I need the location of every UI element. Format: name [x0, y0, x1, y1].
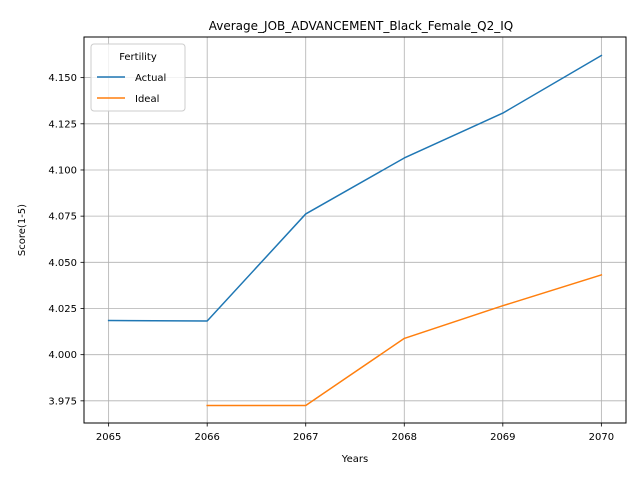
legend-title: Fertility — [119, 52, 157, 63]
y-tick-label: 4.000 — [48, 350, 77, 361]
y-tick-label: 4.050 — [48, 258, 77, 269]
y-tick-label: 3.975 — [48, 396, 77, 407]
y-tick-label: 4.075 — [48, 212, 77, 223]
legend: Fertility Actual Ideal — [90, 43, 186, 112]
x-axis: 2065 2066 2067 2068 2069 2070 — [96, 423, 614, 443]
y-axis: 3.975 4.000 4.025 4.050 4.075 4.100 4.125 4.150 — [48, 73, 84, 407]
legend-label-ideal: Ideal — [135, 94, 159, 105]
y-tick-label: 4.150 — [48, 73, 77, 84]
x-tick-label: 2070 — [589, 432, 614, 443]
y-tick-label: 4.025 — [48, 304, 77, 315]
plot-area-frame — [83, 36, 627, 424]
y-axis-label: Score(1-5) — [17, 204, 28, 256]
y-tick-label: 4.125 — [48, 119, 77, 130]
x-axis-label: Years — [341, 454, 368, 465]
x-tick-label: 2065 — [96, 432, 121, 443]
x-tick-label: 2069 — [490, 432, 515, 443]
y-tick-label: 4.100 — [48, 165, 77, 176]
x-tick-label: 2068 — [392, 432, 417, 443]
legend-box — [90, 43, 186, 112]
chart-title: Average_JOB_ADVANCEMENT_Black_Female_Q2_… — [209, 19, 513, 33]
series-line-actual — [107, 54, 603, 322]
legend-label-actual: Actual — [135, 73, 166, 84]
series-lines — [107, 54, 603, 407]
x-tick-label: 2067 — [293, 432, 318, 443]
series-line-ideal — [206, 273, 603, 407]
x-tick-label: 2066 — [194, 432, 219, 443]
grid — [84, 37, 626, 423]
